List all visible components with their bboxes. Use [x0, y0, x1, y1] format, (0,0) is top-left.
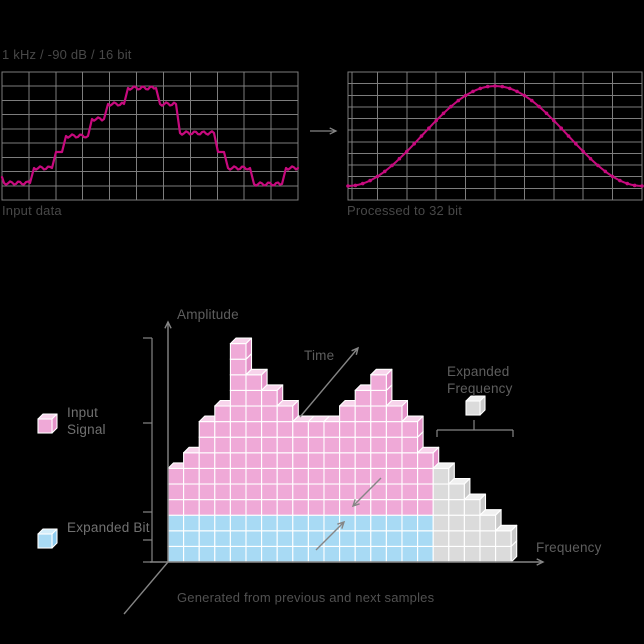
generated-samples-caption: Generated from previous and next samples: [177, 590, 435, 605]
cube-histogram: [167, 337, 518, 563]
interpolation-arrow-icons: [315, 477, 382, 551]
expanded-frequency-callout: [436, 395, 514, 437]
chart-title: 1 kHz / -90 dB / 16 bit: [2, 47, 132, 62]
amplitude-range-bracket: [143, 337, 153, 563]
output-chart-grid: [347, 71, 643, 201]
input-waveform: [0, 85, 300, 187]
flow-arrow-icon: [310, 127, 338, 135]
input-chart-grid: [1, 71, 299, 201]
amplitude-axis-label: Amplitude: [177, 307, 239, 322]
legend-input-signal-label: Input Signal: [67, 405, 106, 437]
output-chart-caption: Processed to 32 bit: [347, 203, 463, 218]
legend-expanded-bit-label: Expanded Bit: [67, 520, 150, 535]
diagram-axes: [123, 320, 545, 615]
input-chart-caption: Input data: [2, 203, 62, 218]
frequency-axis-label: Frequency: [536, 540, 602, 555]
expanded-frequency-label: Expanded Frequency: [447, 364, 513, 396]
output-waveform: [346, 84, 644, 188]
legend-cube-icons: [37, 413, 58, 549]
time-axis-label: Time: [304, 348, 335, 363]
